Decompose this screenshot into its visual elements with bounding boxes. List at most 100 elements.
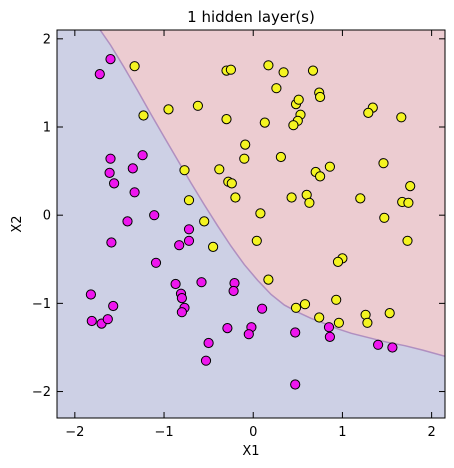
y-tick-label: 0 bbox=[43, 209, 51, 224]
data-point bbox=[149, 210, 160, 221]
data-point bbox=[105, 54, 116, 65]
data-point bbox=[138, 110, 149, 121]
data-point bbox=[373, 339, 384, 350]
data-point bbox=[307, 65, 319, 76]
data-point bbox=[239, 153, 250, 164]
data-point bbox=[106, 237, 117, 248]
data-point bbox=[230, 192, 241, 203]
data-point bbox=[257, 303, 268, 314]
data-point bbox=[228, 285, 239, 297]
data-point bbox=[176, 293, 187, 304]
data-point bbox=[150, 257, 162, 268]
data-point bbox=[105, 153, 116, 164]
data-point bbox=[183, 224, 195, 235]
data-point bbox=[129, 61, 140, 72]
data-point bbox=[384, 308, 395, 319]
data-point bbox=[251, 235, 262, 246]
data-point bbox=[315, 171, 326, 182]
data-point bbox=[290, 379, 301, 390]
data-point bbox=[226, 178, 237, 189]
data-point bbox=[402, 235, 413, 246]
data-point bbox=[183, 195, 195, 206]
plot-frame bbox=[56, 29, 446, 419]
data-point bbox=[129, 187, 140, 198]
points-layer bbox=[85, 54, 416, 390]
data-point bbox=[199, 216, 210, 227]
data-point bbox=[288, 120, 299, 131]
x-tick-label: 1 bbox=[338, 425, 346, 440]
data-point bbox=[271, 83, 282, 94]
decision-boundary bbox=[99, 30, 445, 358]
data-point bbox=[275, 151, 286, 163]
data-point bbox=[332, 256, 344, 267]
data-point bbox=[293, 94, 304, 105]
data-point bbox=[363, 107, 374, 119]
data-point bbox=[109, 178, 120, 189]
data-point bbox=[396, 112, 407, 123]
data-point bbox=[299, 299, 311, 310]
data-point bbox=[278, 67, 289, 78]
x-tick-label: −2 bbox=[65, 425, 84, 440]
data-point bbox=[286, 192, 297, 203]
y-tick-label: −1 bbox=[32, 297, 51, 312]
data-point bbox=[255, 208, 266, 219]
x-axis-label: X1 bbox=[242, 444, 259, 459]
data-point bbox=[290, 327, 301, 338]
data-point bbox=[196, 277, 207, 288]
data-point bbox=[362, 317, 373, 328]
data-point bbox=[183, 235, 195, 246]
data-point bbox=[331, 294, 342, 305]
data-point bbox=[263, 60, 274, 71]
data-point bbox=[263, 274, 274, 285]
data-point bbox=[122, 216, 133, 227]
data-point bbox=[387, 342, 398, 353]
data-point bbox=[243, 329, 254, 340]
data-point bbox=[102, 314, 113, 325]
data-point bbox=[222, 323, 233, 334]
data-point bbox=[315, 91, 326, 103]
data-point bbox=[225, 64, 236, 75]
data-point bbox=[85, 289, 97, 300]
data-point bbox=[333, 317, 344, 328]
data-point bbox=[240, 139, 251, 150]
data-point bbox=[176, 307, 187, 318]
chart-title: 1 hidden layer(s) bbox=[187, 8, 315, 26]
data-point bbox=[405, 181, 416, 192]
y-tick-label: −2 bbox=[32, 385, 51, 400]
y-tick-label: 1 bbox=[43, 121, 51, 136]
ticks-layer: −2 −1 0 1 2 −2 −1 0 1 2 bbox=[32, 30, 445, 440]
data-point bbox=[323, 322, 335, 333]
y-tick-label: 2 bbox=[43, 32, 51, 47]
data-point bbox=[86, 315, 97, 327]
data-point bbox=[290, 302, 302, 313]
data-point bbox=[304, 197, 315, 208]
data-point bbox=[203, 337, 214, 349]
data-point bbox=[208, 241, 219, 252]
data-point bbox=[314, 312, 325, 323]
x-tick-label: 2 bbox=[427, 425, 435, 440]
data-point bbox=[214, 164, 225, 175]
x-tick-label: 0 bbox=[249, 425, 257, 440]
data-point bbox=[137, 150, 148, 161]
data-point bbox=[170, 278, 181, 290]
data-point bbox=[355, 193, 366, 204]
data-point bbox=[192, 100, 203, 111]
data-point bbox=[324, 331, 335, 342]
class-0-region bbox=[57, 30, 445, 418]
data-point bbox=[94, 69, 105, 80]
data-point bbox=[104, 167, 115, 178]
data-point bbox=[378, 158, 389, 169]
data-point bbox=[403, 197, 414, 208]
data-point bbox=[179, 165, 190, 176]
data-point bbox=[174, 240, 185, 251]
data-point bbox=[200, 355, 212, 366]
data-point bbox=[127, 163, 138, 174]
x-tick-label: −1 bbox=[154, 425, 173, 440]
data-point bbox=[108, 300, 119, 312]
y-axis-label: X2 bbox=[10, 215, 25, 232]
data-point bbox=[259, 117, 270, 128]
data-point bbox=[163, 104, 174, 115]
data-point bbox=[379, 212, 390, 223]
data-point bbox=[324, 161, 335, 172]
